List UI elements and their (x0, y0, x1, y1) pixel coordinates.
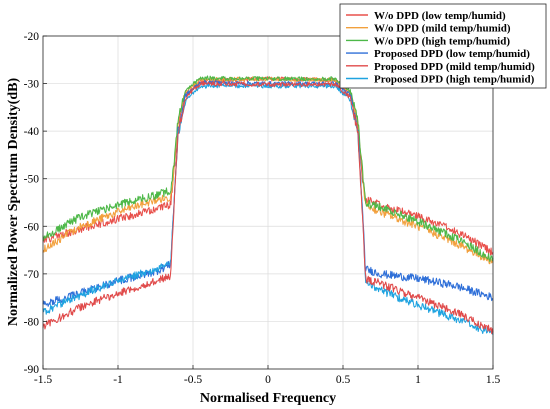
series-lines (42, 75, 494, 336)
x-tick-label: -1 (113, 374, 123, 386)
legend-box (339, 3, 547, 89)
y-tick-label: -50 (24, 174, 40, 186)
x-tick-label: 0.5 (336, 374, 351, 386)
series-line (42, 80, 494, 335)
legend-label: Proposed DPD (high temp/humid) (374, 74, 535, 86)
x-tick-label: -1.5 (34, 374, 52, 386)
legend-label: W/o DPD (mild temp/humid) (374, 23, 511, 35)
y-axis-label: Normalized Power Spectrum Density(dB) (6, 78, 21, 327)
legend: W/o DPD (low temp/humid)W/o DPD (mild te… (339, 3, 547, 89)
legend-label: W/o DPD (high temp/humid) (374, 35, 510, 47)
legend-label: W/o DPD (low temp/humid) (374, 10, 506, 22)
x-tick-label: 1.5 (486, 374, 501, 386)
series-line (42, 83, 494, 336)
y-tick-label: -80 (24, 316, 40, 328)
y-tick-label: -90 (24, 364, 40, 376)
y-tick-label: -70 (24, 269, 40, 281)
y-tick-label: -20 (24, 31, 40, 43)
x-tick-label: 1 (415, 374, 421, 386)
x-axis-label: Normalised Frequency (200, 391, 336, 406)
y-tick-label: -40 (24, 126, 40, 138)
x-tick-label: 0 (265, 374, 271, 386)
x-tick-label: -0.5 (184, 374, 202, 386)
y-tick-label: -60 (24, 221, 40, 233)
y-tick-label: -30 (24, 79, 40, 91)
legend-label: Proposed DPD (mild temp/humid) (374, 61, 535, 73)
legend-label: Proposed DPD (low temp/humid) (374, 48, 530, 60)
series-line (42, 75, 494, 263)
axis-ticks: -1.5 -1 -0.5 0 0.5 1 1.5 -90 -80 -70 -60 -50 -40 -30 -… (24, 31, 501, 386)
